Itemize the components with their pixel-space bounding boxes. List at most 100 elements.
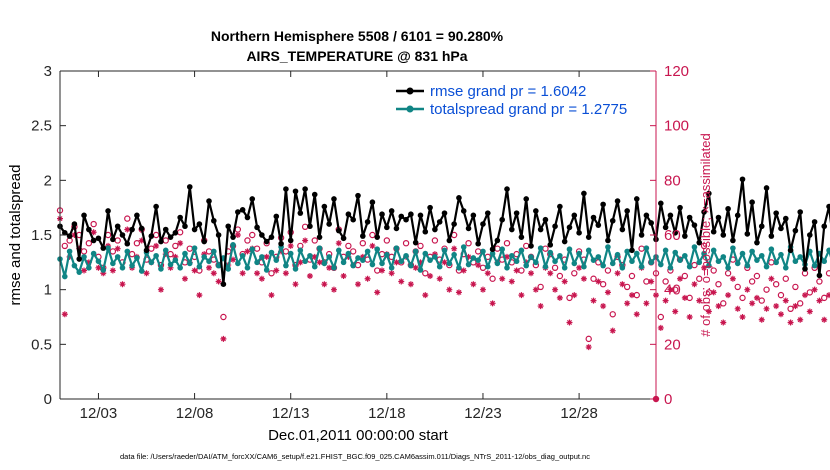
obs-assimilated-point [816, 297, 823, 304]
rmse-point [90, 237, 97, 244]
spread-point [162, 247, 169, 254]
obs-assimilated-point [720, 319, 727, 326]
spread-point [504, 265, 510, 271]
rmse-point [518, 234, 525, 240]
spread-point [158, 266, 164, 272]
spread-point [523, 262, 530, 269]
obs-assimilated-point [355, 281, 361, 288]
rmse-point [778, 225, 784, 232]
rmse-point [71, 221, 78, 227]
spread-point [658, 261, 664, 268]
obs-assimilated-point [648, 278, 655, 285]
obs-assimilated-point [206, 264, 212, 271]
obs-assimilated-point [576, 264, 583, 271]
rmse-point [465, 225, 472, 232]
obs-assimilated-point [797, 316, 804, 323]
obs-assimilated-point [715, 303, 722, 310]
rmse-point [638, 232, 645, 238]
obs-possible-point [768, 259, 775, 266]
rmse-point [148, 233, 155, 239]
obs-assimilated-point [297, 259, 304, 266]
obs-assimilated-point [282, 270, 289, 277]
spread-point [451, 251, 457, 258]
obs-assimilated-point [758, 316, 765, 323]
right-tick-label: 100 [664, 118, 689, 135]
rmse-point [432, 226, 438, 233]
obs-assimilated-point [254, 270, 261, 277]
obs-assimilated-point [239, 270, 246, 277]
rmse-point [509, 226, 515, 233]
rmse-point [326, 221, 332, 227]
obs-assimilated-point [335, 240, 342, 247]
rmse-point [124, 240, 131, 247]
obs-possible-point [734, 283, 741, 291]
spread-point [393, 245, 400, 251]
rmse-point [307, 223, 313, 230]
spread-point [585, 247, 592, 254]
rmse-point [119, 232, 126, 238]
obs-possible-point [80, 248, 88, 255]
spread-point [206, 258, 212, 265]
rmse-point [100, 245, 107, 251]
rmse-point [417, 212, 424, 219]
obs-possible-point [816, 278, 823, 285]
obs-assimilated-point [556, 294, 563, 301]
obs-possible-point [787, 305, 794, 312]
spread-point [677, 257, 683, 263]
rmse-point [739, 176, 746, 183]
rmse-point [706, 190, 712, 197]
rmse-point [758, 223, 765, 230]
rmse-point [412, 239, 419, 246]
rmse-point [686, 214, 693, 221]
rmse-point [595, 222, 602, 228]
obs-assimilated-point [537, 303, 544, 310]
obs-assimilated-point [806, 308, 813, 315]
spread-point [211, 248, 217, 255]
obs-assimilated-point [446, 286, 453, 293]
obs-possible-point [700, 242, 708, 250]
obs-assimilated-point [710, 289, 717, 296]
spread-point [778, 251, 784, 258]
spread-point [66, 248, 73, 255]
spread-point [768, 246, 775, 253]
obs-assimilated-point [81, 267, 88, 274]
obs-assimilated-point [768, 275, 775, 282]
obs-assimilated-point [624, 300, 631, 307]
rmse-point [513, 210, 520, 216]
spread-point [138, 268, 145, 274]
right-tick-label: 80 [664, 172, 681, 189]
rmse-point [715, 214, 722, 221]
obs-possible-point [806, 289, 814, 296]
rmse-point [662, 224, 669, 231]
spread-point [321, 260, 328, 267]
rmse-point [105, 208, 111, 214]
obs-assimilated-point [306, 273, 313, 279]
obs-assimilated-point [90, 229, 97, 236]
obs-assimilated-point [321, 281, 328, 288]
obs-assimilated-point [364, 275, 371, 282]
rmse-point [436, 219, 443, 225]
rmse-point [816, 272, 823, 279]
spread-point [590, 257, 597, 263]
rmse-point [576, 230, 582, 236]
right-axis-label: # of obs: o=possible; ×=assimilated [698, 133, 713, 336]
x-tick-label: 12/13 [272, 405, 310, 422]
legend-rmse-marker [406, 87, 414, 95]
spread-point [62, 273, 68, 280]
chart-title-line2: AIRS_TEMPERATURE @ 831 hPa [246, 48, 467, 64]
obs-possible-point [249, 231, 256, 239]
spread-point [292, 266, 299, 272]
obs-assimilated-point [359, 253, 366, 260]
obs-possible-point [566, 294, 573, 302]
rmse-point [682, 233, 688, 239]
obs-possible-point [782, 275, 789, 282]
obs-assimilated-point [585, 344, 592, 351]
spread-point [268, 249, 275, 256]
spread-point [734, 260, 741, 267]
obs-assimilated-point [215, 278, 222, 285]
obs-assimilated-point [479, 286, 486, 293]
obs-assimilated-point [614, 270, 621, 277]
obs-assimilated-point [489, 300, 496, 307]
rmse-point [787, 247, 794, 254]
rmse-point [158, 238, 164, 245]
